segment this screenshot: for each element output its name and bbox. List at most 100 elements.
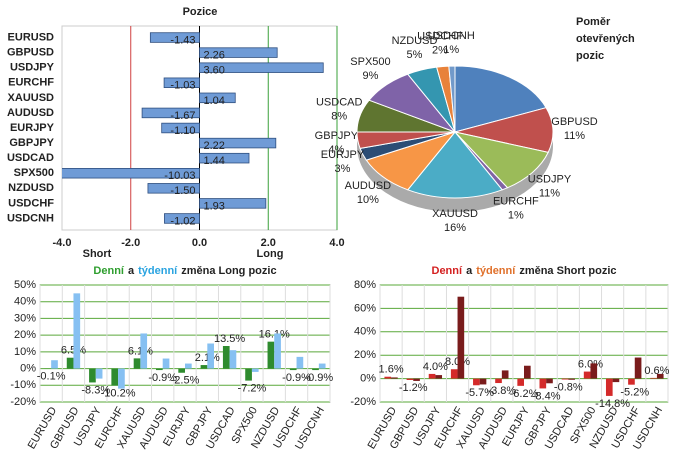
y-tick-label: 40%	[14, 296, 36, 308]
category-label: USDCHF	[8, 197, 54, 209]
title-part: týdenní	[476, 265, 516, 277]
category-label: EURUSD	[8, 31, 55, 43]
value-label: -10.03	[164, 170, 195, 182]
bar	[289, 368, 297, 371]
title-part: a	[466, 265, 473, 277]
bar	[450, 369, 458, 379]
bar	[245, 368, 252, 381]
chart-title: otevřených	[576, 33, 635, 45]
bar	[229, 350, 237, 369]
title-part: Denní	[93, 265, 125, 277]
bar	[207, 343, 214, 369]
y-tick-label: 80%	[354, 279, 376, 291]
y-tick-label: 0%	[20, 362, 36, 374]
bar	[590, 363, 598, 379]
y-tick-label: 50%	[14, 279, 36, 291]
value-label: 2.26	[204, 50, 225, 62]
bar	[251, 368, 259, 372]
slice-value-label: 3%	[335, 163, 351, 175]
value-label: -5.7%	[465, 387, 494, 399]
bar	[95, 368, 103, 379]
bar	[199, 92, 236, 104]
bar	[583, 371, 591, 379]
slice-value-label: 11%	[564, 130, 585, 142]
bar	[561, 378, 569, 380]
bar	[605, 378, 613, 396]
bar	[51, 360, 58, 369]
value-label: -8.3%	[81, 384, 110, 396]
category-label: USDCNH	[7, 212, 54, 224]
pie-slice	[454, 65, 547, 133]
bar	[457, 296, 465, 379]
value-label: 0.6%	[644, 365, 669, 377]
y-tick-label: -20%	[350, 396, 376, 408]
bar	[656, 373, 664, 379]
bar	[118, 368, 125, 389]
x-tick-label: 0.0	[192, 237, 207, 249]
slice-label: USDCHF	[417, 31, 463, 43]
category-label: USDJPY	[10, 62, 55, 74]
slice-value-label: 16%	[444, 222, 466, 234]
value-label: -0.1%	[37, 371, 66, 383]
chart-title: Poměr	[576, 16, 611, 28]
bar	[185, 363, 192, 369]
slice-label: SPX500	[350, 56, 390, 68]
value-label: 13.5%	[214, 333, 245, 345]
bar	[628, 378, 635, 385]
bar	[156, 368, 163, 371]
value-label: -0.9%	[148, 372, 177, 384]
bar	[312, 368, 319, 371]
y-tick-label: 30%	[14, 312, 36, 324]
bar	[89, 368, 96, 383]
slice-value-label: 10%	[357, 194, 379, 206]
bar	[111, 368, 119, 386]
title-part: změna Long pozic	[181, 265, 276, 277]
bar	[62, 168, 200, 179]
slice-value-label: 8%	[331, 111, 347, 123]
bar	[162, 358, 170, 369]
bar	[164, 213, 200, 224]
bar	[428, 373, 436, 379]
bar	[267, 341, 275, 369]
bar	[133, 358, 141, 369]
y-tick-label: 60%	[354, 302, 376, 314]
chart-title: Pozice	[183, 6, 218, 18]
value-label: -10.2%	[101, 388, 136, 400]
slice-value-label: 9%	[363, 70, 379, 82]
bar	[435, 375, 443, 379]
value-label: -1.02	[170, 215, 195, 227]
title-part: změna Short pozic	[519, 265, 616, 277]
pie-slice	[448, 65, 456, 133]
pie-slice	[406, 131, 504, 199]
y-tick-label: 10%	[14, 346, 36, 358]
annotation: Long	[257, 248, 284, 260]
y-tick-label: -20%	[10, 396, 36, 408]
bar	[634, 357, 642, 379]
title-part: Denní	[432, 265, 464, 277]
bar	[318, 363, 326, 369]
bar	[73, 293, 81, 369]
bar	[161, 122, 200, 134]
bar	[650, 377, 657, 379]
y-tick-label: 0%	[360, 373, 376, 385]
value-label: 1.44	[204, 155, 225, 167]
bar	[479, 378, 487, 385]
x-tick-label: -2.0	[121, 237, 140, 249]
chart-title: pozic	[576, 50, 604, 62]
bar	[546, 378, 553, 384]
bar	[141, 107, 200, 119]
slice-label: USDCNH	[428, 30, 475, 42]
bar	[163, 77, 200, 88]
category-label: XAUUSD	[8, 92, 55, 104]
bar	[222, 346, 230, 369]
bar	[199, 198, 267, 209]
x-tick-label: -4.0	[53, 237, 72, 249]
bar	[147, 183, 200, 194]
value-label: -1.10	[170, 125, 195, 137]
bar	[413, 378, 420, 381]
bar	[568, 378, 575, 380]
value-label: -6.2%	[510, 388, 539, 400]
value-label: -1.50	[170, 185, 195, 197]
value-label: 1.6%	[379, 364, 404, 376]
bar	[199, 137, 277, 149]
